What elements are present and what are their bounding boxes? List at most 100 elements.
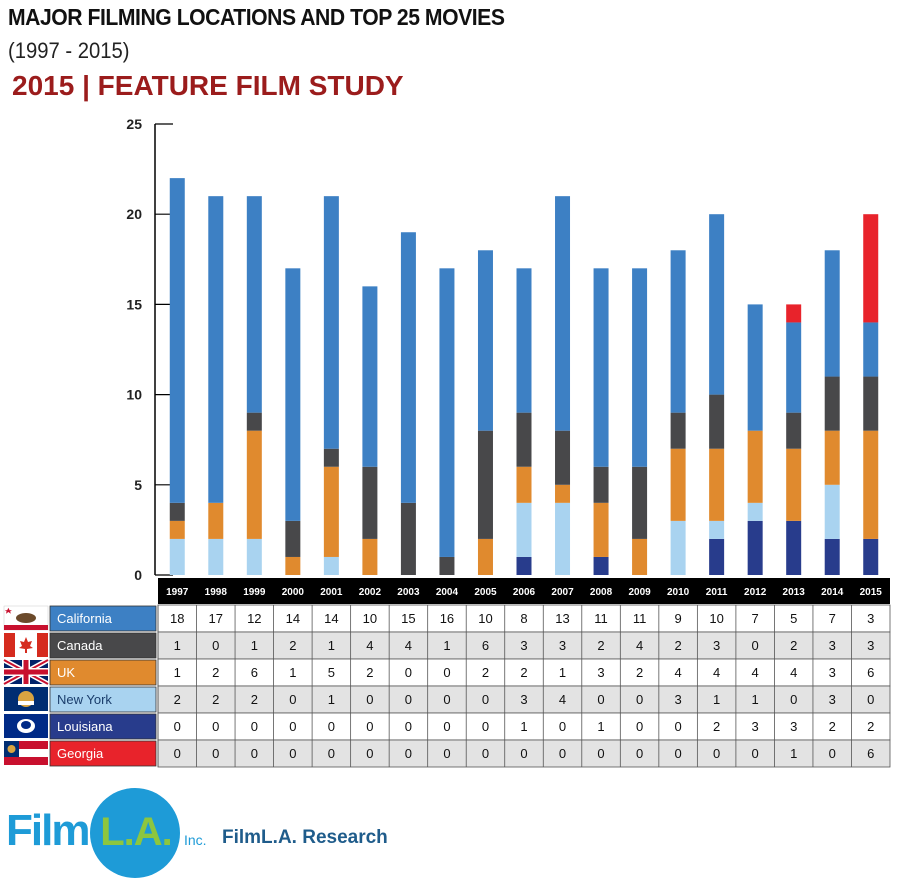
research-label: FilmL.A. Research bbox=[222, 827, 388, 848]
table-cell-value: 0 bbox=[174, 746, 181, 761]
table-cell-value: 2 bbox=[713, 719, 720, 734]
table-cell-value: 0 bbox=[405, 665, 412, 680]
table-cell-value: 3 bbox=[713, 638, 720, 653]
table-cell-value: 3 bbox=[829, 692, 836, 707]
bar-segment-california-2011 bbox=[709, 214, 725, 395]
bar-segment-uk-1999 bbox=[246, 430, 262, 539]
bar-segment-louisiana-2006 bbox=[516, 556, 532, 575]
bar-segment-uk-2011 bbox=[709, 448, 725, 521]
bar-segment-canada-2004 bbox=[439, 556, 455, 575]
year-label-2000: 2000 bbox=[282, 587, 305, 598]
table-cell-value: 3 bbox=[829, 638, 836, 653]
table-cell-value: 4 bbox=[636, 638, 643, 653]
table-cell-value: 1 bbox=[251, 638, 258, 653]
table-cell-value: 0 bbox=[443, 692, 450, 707]
table-cell-value: 0 bbox=[713, 746, 720, 761]
table-cell-value: 5 bbox=[328, 665, 335, 680]
table-cell-value: 0 bbox=[752, 638, 759, 653]
table-cell-value: 0 bbox=[328, 746, 335, 761]
table-cell-value: 1 bbox=[328, 638, 335, 653]
bar-segment-california-2004 bbox=[439, 268, 455, 557]
bar-segment-california-2013 bbox=[786, 322, 802, 413]
table-cell-value: 3 bbox=[674, 692, 681, 707]
table-cell-value: 0 bbox=[559, 746, 566, 761]
bar-segment-california-2014 bbox=[824, 250, 840, 377]
year-label-2014: 2014 bbox=[821, 587, 844, 598]
year-label-2007: 2007 bbox=[551, 587, 574, 598]
table-cell-value: 3 bbox=[559, 638, 566, 653]
bar-segment-california-2005 bbox=[477, 250, 493, 431]
table-cell-value: 17 bbox=[209, 611, 223, 626]
bar-segment-louisiana-2015 bbox=[863, 538, 879, 575]
bar-segment-uk-2009 bbox=[632, 538, 648, 575]
bar-segment-uk-2015 bbox=[863, 430, 879, 539]
table-cell-value: 0 bbox=[482, 692, 489, 707]
table-cell-value: 0 bbox=[867, 692, 874, 707]
table-cell-value: 3 bbox=[790, 719, 797, 734]
table-cell-value: 10 bbox=[363, 611, 377, 626]
table-cell-value: 0 bbox=[752, 746, 759, 761]
table-cell-value: 0 bbox=[790, 692, 797, 707]
table-cell-value: 0 bbox=[559, 719, 566, 734]
year-label-2003: 2003 bbox=[397, 587, 420, 598]
logo-la-text: L.A. bbox=[100, 810, 173, 854]
table-cell-value: 2 bbox=[597, 638, 604, 653]
bar-segment-canada-2001 bbox=[323, 448, 339, 467]
bar-segment-uk-2010 bbox=[670, 448, 686, 521]
bar-segment-canada-2011 bbox=[709, 394, 725, 449]
bar-segment-california-2000 bbox=[285, 268, 301, 521]
bar-segment-california-2008 bbox=[593, 268, 609, 467]
table-header bbox=[158, 578, 890, 604]
bar-segment-california-1998 bbox=[208, 196, 224, 503]
table-cell-value: 10 bbox=[478, 611, 492, 626]
table-cell-value: 0 bbox=[405, 719, 412, 734]
table-cell-value: 11 bbox=[633, 611, 647, 626]
table-cell-value: 0 bbox=[366, 692, 373, 707]
bar-segment-louisiana-2011 bbox=[709, 538, 725, 575]
table-cell-value: 3 bbox=[829, 665, 836, 680]
legend-label: New York bbox=[57, 692, 112, 707]
table-cell-value: 13 bbox=[555, 611, 569, 626]
table-cell-value: 8 bbox=[520, 611, 527, 626]
legend-label: Georgia bbox=[57, 746, 104, 761]
table-cell-value: 0 bbox=[405, 692, 412, 707]
table-cell-value: 0 bbox=[366, 746, 373, 761]
bar-segment-louisiana-2014 bbox=[824, 538, 840, 575]
table-cell-value: 6 bbox=[482, 638, 489, 653]
table-cell-value: 0 bbox=[636, 692, 643, 707]
year-label-1998: 1998 bbox=[205, 587, 228, 598]
canada-flag-icon bbox=[4, 633, 48, 657]
bar-segment-canada-2002 bbox=[362, 466, 378, 539]
bar-segment-california-2010 bbox=[670, 250, 686, 413]
legend-cell-canada bbox=[49, 632, 157, 659]
legend-label: Canada bbox=[57, 638, 103, 653]
table-cell-value: 0 bbox=[289, 746, 296, 761]
table-cell-value: 0 bbox=[636, 746, 643, 761]
table-cell-value: 3 bbox=[520, 638, 527, 653]
table-cell-value: 1 bbox=[559, 665, 566, 680]
table-cell-value: 0 bbox=[597, 692, 604, 707]
table-cell-value: 4 bbox=[713, 665, 720, 680]
bar-segment-california-2007 bbox=[555, 196, 571, 431]
table-cell-value: 1 bbox=[597, 719, 604, 734]
table-cell-value: 2 bbox=[636, 665, 643, 680]
y-tick-label: 25 bbox=[126, 116, 142, 132]
table-row bbox=[157, 658, 891, 687]
table-cell-value: 0 bbox=[443, 719, 450, 734]
table-cell-value: 2 bbox=[212, 692, 219, 707]
table-cell-value: 7 bbox=[829, 611, 836, 626]
bar-segment-canada-1997 bbox=[169, 502, 185, 521]
uk-flag-icon bbox=[2, 657, 50, 687]
georgia-flag-icon bbox=[4, 741, 48, 765]
table-cell-value: 0 bbox=[636, 719, 643, 734]
table-cell-value: 6 bbox=[251, 665, 258, 680]
table-cell-value: 0 bbox=[328, 719, 335, 734]
table-cell-value: 4 bbox=[790, 665, 797, 680]
year-label-2005: 2005 bbox=[474, 587, 497, 598]
bar-segment-canada-2009 bbox=[632, 466, 648, 539]
logo-inc-text: Inc. bbox=[184, 832, 207, 848]
table-cell-value: 1 bbox=[289, 665, 296, 680]
chart-subtitle: (1997 - 2015) bbox=[8, 38, 130, 63]
year-label-2008: 2008 bbox=[590, 587, 613, 598]
